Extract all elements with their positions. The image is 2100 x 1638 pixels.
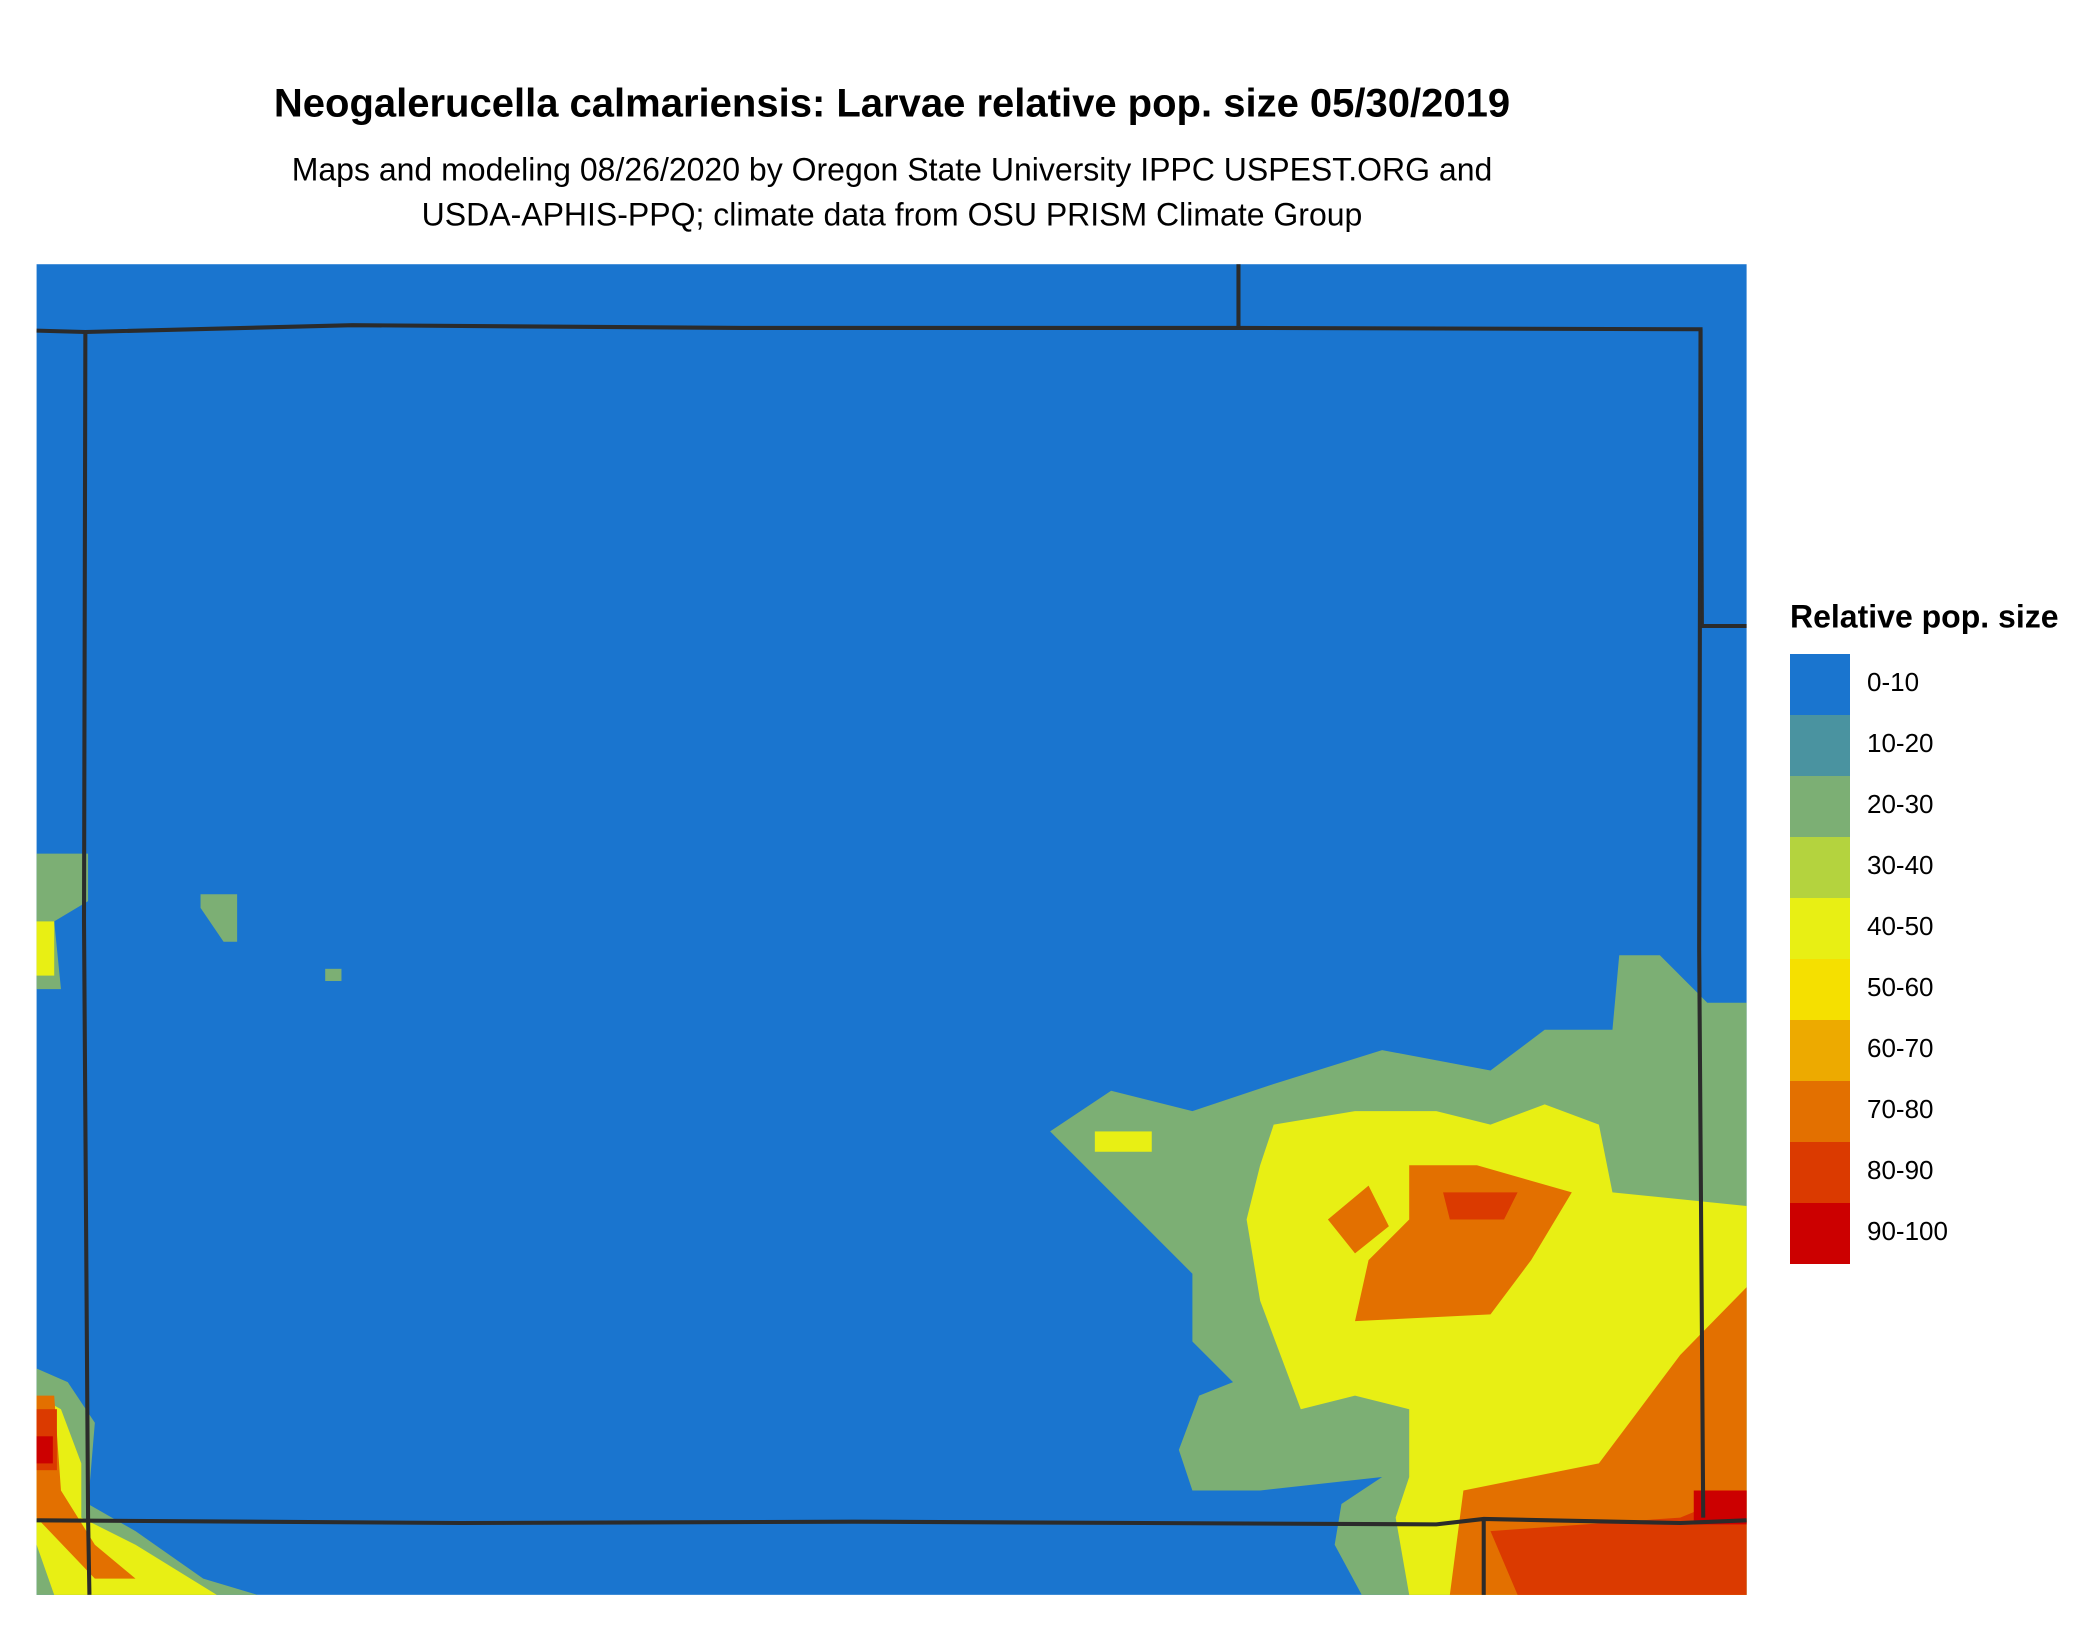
legend: 0-10 10-20 20-30 30-40 40-50 50-60 60-70 70-80 8… <box>1790 654 1948 1264</box>
legend-label: 90-100 <box>1867 1216 1948 1246</box>
legend-title: Relative pop. size <box>1790 598 2059 634</box>
legend-swatch <box>1790 837 1850 898</box>
legend-label: 20-30 <box>1867 789 1934 819</box>
legend-swatch <box>1790 1081 1850 1142</box>
legend-swatch <box>1790 1142 1850 1203</box>
subtitle: Maps and modeling 08/26/2020 by Oregon S… <box>292 151 1493 187</box>
title: Neogalerucella calmariensis: Larvae rela… <box>274 82 1510 126</box>
borders <box>36 264 1747 1595</box>
legend-swatch <box>1790 898 1850 959</box>
legend-label: 60-70 <box>1867 1033 1934 1063</box>
legend-swatch <box>1790 654 1850 715</box>
subtitle: USDA-APHIS-PPQ; climate data from OSU PR… <box>422 196 1363 232</box>
legend-swatch <box>1790 959 1850 1020</box>
legend-swatch <box>1790 776 1850 837</box>
map <box>36 264 1747 1595</box>
legend-label: 40-50 <box>1867 911 1934 941</box>
legend-label: 0-10 <box>1867 667 1919 697</box>
legend-label: 10-20 <box>1867 728 1934 758</box>
legend-swatch <box>1790 715 1850 776</box>
legend-swatch <box>1790 1020 1850 1081</box>
legend-swatch <box>1790 1203 1850 1264</box>
legend-label: 30-40 <box>1867 850 1934 880</box>
legend-label: 80-90 <box>1867 1155 1934 1185</box>
legend-label: 70-80 <box>1867 1094 1934 1124</box>
legend-label: 50-60 <box>1867 972 1934 1002</box>
